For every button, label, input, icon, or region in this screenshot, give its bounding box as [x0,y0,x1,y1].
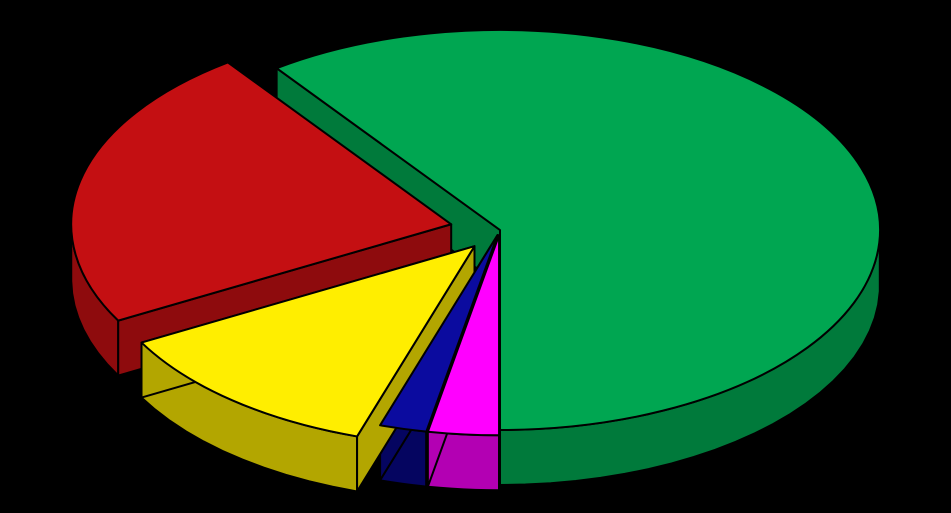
exploded-3d-pie-chart [0,0,951,513]
